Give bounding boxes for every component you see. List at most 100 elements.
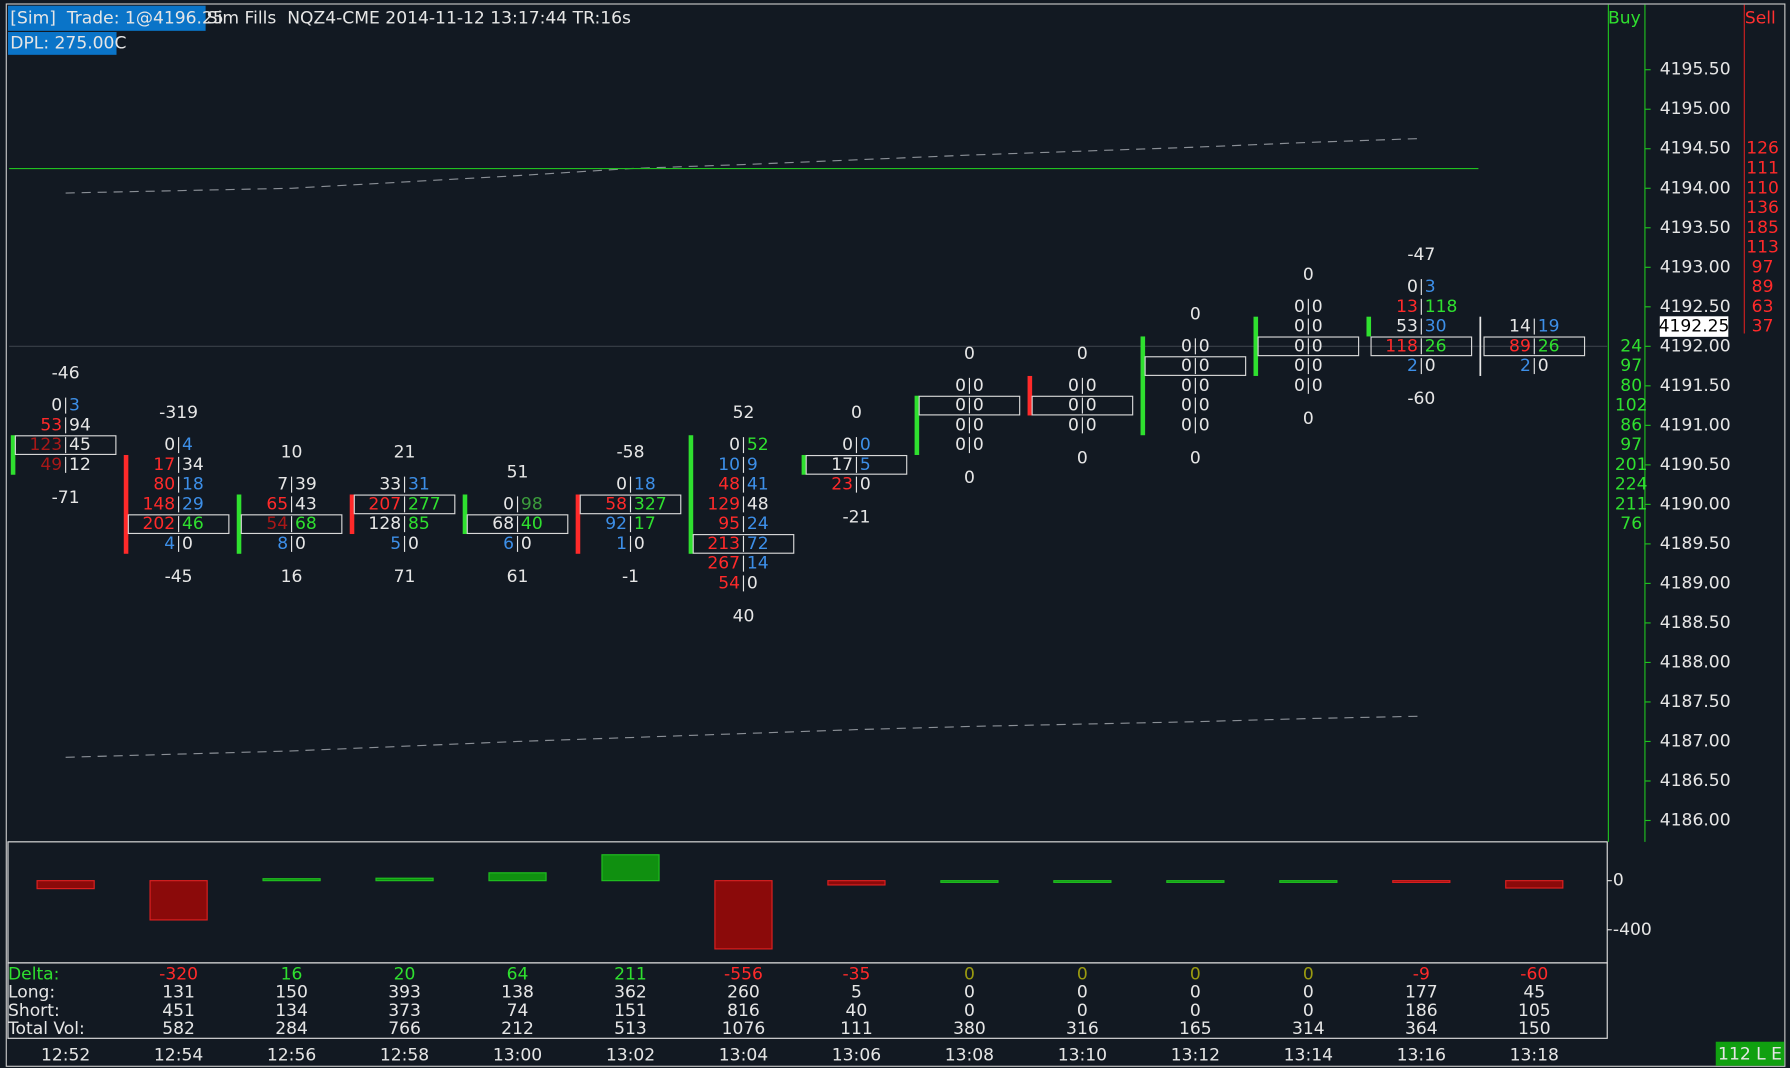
bar-bottom-label: -60 (1407, 389, 1435, 409)
ask-volume: 41 (747, 475, 769, 495)
ask-volume: 327 (634, 494, 667, 514)
ask-volume: 0 (1086, 396, 1097, 416)
bid-volume: 92 (605, 514, 627, 534)
table-label: Total Vol: (7, 1019, 85, 1039)
bid-volume: 65 (266, 494, 288, 514)
delta-bar (1166, 880, 1225, 883)
ask-volume: 0 (1312, 297, 1323, 317)
bid-volume: 0 (842, 435, 853, 455)
y-tick-label: 4189.50 (1660, 534, 1731, 554)
delta-bar (714, 880, 773, 950)
table-pane (7, 962, 1608, 1039)
bar-top-label: 0 (964, 344, 975, 364)
table-label: Long: (8, 983, 55, 1003)
table-delta: -320 (159, 964, 198, 984)
y-tick-label: 4186.00 (1660, 810, 1731, 830)
table-total: 212 (501, 1019, 534, 1039)
bid-volume: 0 (1181, 356, 1192, 376)
bar-top-label: -47 (1407, 245, 1435, 265)
ask-volume: 52 (747, 435, 769, 455)
bid-volume: 0 (1294, 356, 1305, 376)
ask-volume: 0 (521, 534, 532, 554)
ask-volume: 40 (521, 514, 543, 534)
bid-volume: 8 (277, 534, 288, 554)
table-short: 373 (388, 1001, 421, 1021)
time-label: 12:58 (380, 1045, 429, 1065)
bid-volume: 5 (390, 534, 401, 554)
bid-volume: 33 (379, 475, 401, 495)
ask-volume: 29 (182, 494, 204, 514)
ask-volume: 0 (182, 534, 193, 554)
bid-volume: 23 (831, 475, 853, 495)
price-body (1479, 316, 1482, 376)
table-short: 134 (275, 1001, 308, 1021)
price-body (914, 395, 920, 455)
poc-box (466, 514, 569, 535)
y-tick-label: 4195.00 (1660, 99, 1731, 119)
table-delta: 16 (281, 964, 303, 984)
ask-volume: 46 (182, 514, 204, 534)
bid-volume: 95 (718, 514, 740, 534)
time-label: 13:00 (493, 1045, 542, 1065)
poc-box (579, 494, 682, 515)
time-label: 12:56 (267, 1045, 316, 1065)
y-tick-label: 4191.50 (1660, 376, 1731, 396)
bid-volume: 53 (1396, 317, 1418, 337)
bid-volume: 17 (153, 455, 175, 475)
status: 112 L E (1718, 1044, 1782, 1064)
time-label: 12:54 (154, 1045, 203, 1065)
bid-volume: 89 (1509, 336, 1531, 356)
price-body (1366, 316, 1372, 337)
ask-volume: 0 (1199, 396, 1210, 416)
y-tick-label: 4187.00 (1660, 731, 1731, 751)
bid-volume: 0 (51, 396, 62, 416)
bid-volume: 0 (164, 435, 175, 455)
table-short: 0 (1077, 1001, 1088, 1021)
bid-volume: 10 (718, 455, 740, 475)
ask-volume: 18 (182, 475, 204, 495)
delta-bar (375, 877, 434, 882)
bid-volume: 13 (1396, 297, 1418, 317)
table-delta: -35 (842, 964, 870, 984)
ask-volume: 12 (69, 455, 91, 475)
ask-volume: 0 (860, 475, 871, 495)
table-label: Short: (8, 1001, 60, 1021)
bid-volume: 17 (831, 455, 853, 475)
bid-volume: 14 (1509, 317, 1531, 337)
table-short: 40 (846, 1001, 868, 1021)
sell-volume: 63 (1752, 297, 1774, 317)
y-tick-label: 4194.50 (1660, 139, 1731, 159)
buy-volume: 211 (1615, 494, 1648, 514)
price-body (349, 494, 355, 535)
time-label: 13:14 (1284, 1045, 1333, 1065)
table-delta: 20 (394, 964, 416, 984)
bid-volume: 129 (707, 494, 740, 514)
y-tick-label: 4193.50 (1660, 218, 1731, 238)
y-tick-label: 4193.00 (1660, 257, 1731, 277)
price-body (1253, 316, 1259, 376)
ask-volume: 0 (1538, 356, 1549, 376)
table-short: 151 (614, 1001, 647, 1021)
bid-volume: 54 (718, 573, 740, 593)
delta-bar (149, 880, 208, 921)
buy-label: Buy (1608, 8, 1641, 28)
y-tick-label: 4194.00 (1660, 178, 1731, 198)
bid-volume: 202 (142, 514, 175, 534)
ask-volume: 43 (295, 494, 317, 514)
ask-volume: 0 (973, 376, 984, 396)
bid-volume: 58 (605, 494, 627, 514)
time-label: 13:02 (606, 1045, 655, 1065)
ask-volume: 19 (1538, 317, 1560, 337)
bid-volume: 118 (1385, 336, 1418, 356)
ask-volume: 0 (1312, 317, 1323, 337)
ask-volume: 3 (1425, 277, 1436, 297)
header-highlight (7, 5, 206, 31)
bid-volume: 0 (616, 475, 627, 495)
ask-volume: 48 (747, 494, 769, 514)
table-long: 0 (1303, 983, 1314, 1003)
poc-box (14, 435, 117, 455)
ask-volume: 0 (1312, 356, 1323, 376)
price-body (10, 435, 16, 475)
price-body (1027, 375, 1033, 416)
buy-volume: 97 (1620, 356, 1642, 376)
